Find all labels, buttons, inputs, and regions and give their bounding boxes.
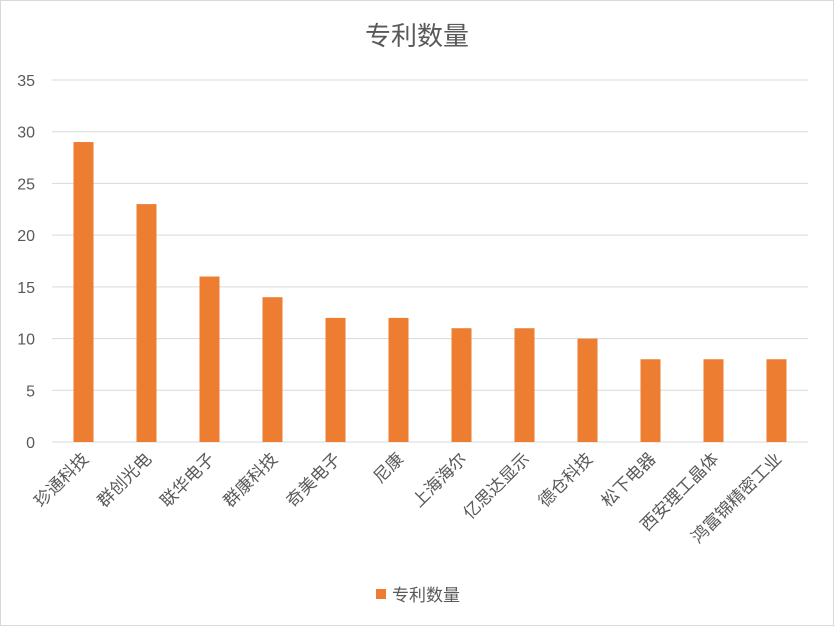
bar xyxy=(766,359,787,442)
bar xyxy=(514,328,535,442)
x-category-label: 亿思达显示 xyxy=(460,449,534,523)
x-category-label: 德仓科技 xyxy=(535,449,597,511)
x-category-label: 松下电器 xyxy=(598,449,660,511)
x-category-label: 奇美电子 xyxy=(283,449,345,511)
y-tick-label: 35 xyxy=(17,73,35,90)
bar xyxy=(388,317,409,442)
bar xyxy=(640,359,661,442)
gridlines xyxy=(52,79,808,443)
x-category-label: 珍通科技 xyxy=(31,449,93,511)
y-tick-label: 25 xyxy=(17,176,35,193)
legend-label: 专利数量 xyxy=(392,586,460,606)
x-category-label: 上海海尔 xyxy=(409,449,471,511)
y-tick-label: 0 xyxy=(26,435,35,452)
y-tick-label: 30 xyxy=(17,125,35,142)
bar xyxy=(73,142,94,443)
y-tick-label: 10 xyxy=(17,332,35,349)
y-tick-label: 15 xyxy=(17,280,35,297)
y-tick-label: 5 xyxy=(26,383,35,400)
bar xyxy=(262,297,283,442)
bar xyxy=(577,338,598,442)
x-category-label: 联华电子 xyxy=(157,449,219,511)
x-category-label: 群康科技 xyxy=(220,449,282,511)
chart-title: 专利数量 xyxy=(365,22,469,52)
legend: 专利数量 xyxy=(376,586,460,606)
x-category-label: 群创光电 xyxy=(94,449,156,511)
bar xyxy=(199,276,220,442)
bars xyxy=(73,142,787,443)
bar xyxy=(451,328,472,442)
y-tick-label: 20 xyxy=(17,228,35,245)
y-axis-ticks: 0 5 10 15 20 25 30 35 xyxy=(17,73,35,452)
bar xyxy=(136,204,157,442)
bar xyxy=(325,317,346,442)
bar xyxy=(703,359,724,442)
legend-swatch xyxy=(376,589,386,599)
x-category-label: 尼康 xyxy=(370,449,408,487)
